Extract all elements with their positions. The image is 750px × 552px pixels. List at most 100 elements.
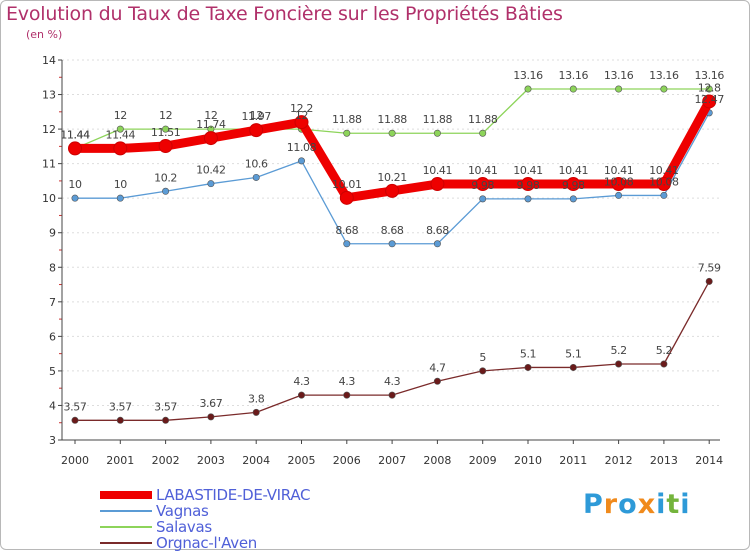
legend-label-salavas: Salavas [156, 518, 212, 536]
x-tick-label-2001: 2001 [106, 454, 134, 467]
y-tick-label-6: 6 [49, 330, 56, 343]
y-tick-label-12: 12 [42, 123, 56, 136]
series-point-orgnac-l-aven-2011 [569, 363, 577, 371]
proxiti-logo: Proxiti [583, 489, 691, 520]
series-point-vagnas-2012 [615, 191, 623, 199]
series-point-vagnas-2008 [433, 240, 441, 248]
series-point-labastide-de-virac-2001 [113, 141, 128, 156]
data-label-orgnac-l-aven-2014: 7.59 [698, 261, 721, 274]
legend-swatch-vagnas [100, 510, 152, 512]
data-label-salavas-2009: 11.88 [468, 113, 498, 126]
data-label-labastide-de-virac-2000: 11.44 [60, 128, 90, 141]
x-tick-label-2008: 2008 [423, 454, 451, 467]
series-point-salavas-2006 [343, 129, 351, 137]
x-tick-label-2010: 2010 [514, 454, 542, 467]
series-point-labastide-de-virac-2006 [339, 190, 354, 205]
data-label-salavas-2005: 12 [295, 109, 308, 122]
data-label-labastide-de-virac-2012: 10.41 [604, 164, 634, 177]
data-label-vagnas-2006: 8.68 [335, 224, 358, 237]
data-label-labastide-de-virac-2009: 10.41 [468, 164, 498, 177]
data-label-labastide-de-virac-2001: 11.44 [106, 128, 136, 141]
data-label-vagnas-2011: 9.98 [562, 179, 585, 192]
data-label-vagnas-2013: 10.08 [649, 175, 679, 188]
legend-swatch-orgnac [100, 542, 152, 544]
series-point-orgnac-l-aven-2014 [705, 277, 713, 285]
series-point-labastide-de-virac-2004 [249, 123, 264, 138]
data-label-orgnac-l-aven-2012: 5.2 [610, 344, 626, 357]
data-label-labastide-de-virac-2005: 12.2 [290, 102, 313, 115]
x-tick-label-2007: 2007 [378, 454, 406, 467]
y-tick-label-5: 5 [49, 365, 56, 378]
series-point-labastide-de-virac-2000 [68, 141, 82, 156]
data-label-labastide-de-virac-2011: 10.41 [559, 164, 589, 177]
x-tick-label-2000: 2000 [61, 454, 89, 467]
series-point-labastide-de-virac-2014 [702, 94, 717, 109]
series-point-salavas-2001 [116, 125, 124, 133]
data-label-salavas-2012: 13.16 [604, 69, 634, 82]
series-point-salavas-2013 [660, 85, 668, 93]
data-label-labastide-de-virac-2013: 10.41 [649, 164, 679, 177]
data-label-vagnas-2005: 11.08 [287, 141, 317, 154]
data-label-vagnas-2001: 10 [114, 178, 128, 191]
series-point-salavas-2009 [479, 129, 487, 137]
data-label-labastide-de-virac-2007: 10.21 [377, 171, 407, 184]
data-label-orgnac-l-aven-2006: 4.3 [339, 375, 356, 388]
data-label-vagnas-2003: 10.42 [196, 164, 226, 177]
data-label-orgnac-l-aven-2003: 3.67 [199, 397, 222, 410]
data-label-orgnac-l-aven-2010: 5.1 [520, 347, 536, 360]
data-label-salavas-2001: 12 [114, 109, 127, 122]
legend-swatch-labastide [100, 491, 152, 499]
series-point-labastide-de-virac-2013 [656, 177, 671, 192]
data-label-layer: 11.44 11.44 11.5111.7411.9712.210.0110.211… [60, 69, 724, 413]
series-point-labastide-de-virac-2002 [158, 139, 173, 154]
data-label-salavas-2006: 11.88 [332, 113, 362, 126]
series-point-orgnac-l-aven-2013 [660, 360, 668, 368]
data-label-orgnac-l-aven-2005: 4.3 [293, 375, 310, 388]
legend-label-vagnas: Vagnas [156, 502, 209, 520]
y-tick-label-9: 9 [49, 227, 56, 240]
axis-layer: 3 4 5 6 7 8 9 10 11 12 13 14 2000 2001 2002 2003 2004 200… [42, 54, 723, 467]
x-tick-label-2006: 2006 [333, 454, 361, 467]
series-point-orgnac-l-aven-2010 [524, 363, 532, 371]
data-label-labastide-de-virac-2010: 10.41 [513, 164, 543, 177]
data-label-labastide-de-virac-2003: 11.74 [196, 118, 226, 131]
data-label-orgnac-l-aven-2008: 4.7 [429, 361, 446, 374]
series-point-vagnas-2007 [388, 240, 396, 248]
series-point-vagnas-2013 [660, 191, 668, 199]
series-point-labastide-de-virac-2007 [385, 183, 400, 198]
data-label-orgnac-l-aven-2007: 4.3 [384, 375, 401, 388]
series-point-vagnas-2011 [569, 195, 577, 203]
series-point-vagnas-2002 [162, 187, 170, 195]
series-point-salavas-2007 [388, 129, 396, 137]
series-point-salavas-2002 [162, 125, 170, 133]
series-point-labastide-de-virac-2003 [203, 131, 218, 146]
data-label-vagnas-2010: 9.98 [517, 179, 540, 192]
series-point-salavas-2011 [569, 85, 577, 93]
data-label-labastide-de-virac-2014: 12.8 [698, 81, 721, 94]
series-point-vagnas-2005 [297, 157, 305, 165]
data-label-salavas-2013: 13.16 [649, 69, 679, 82]
data-label-orgnac-l-aven-2004: 3.8 [248, 392, 265, 405]
x-tick-label-2005: 2005 [288, 454, 316, 467]
data-label-salavas-2003: 12 [204, 109, 217, 122]
x-tick-label-2012: 2012 [605, 454, 633, 467]
series-point-vagnas-2009 [479, 195, 487, 203]
series-point-vagnas-2004 [252, 173, 260, 181]
unit-label: (en %) [26, 28, 63, 41]
data-label-salavas-2007: 11.88 [377, 113, 407, 126]
series-point-salavas-2014 [705, 85, 713, 93]
x-tick-label-2004: 2004 [242, 454, 270, 467]
y-tick-label-11: 11 [42, 158, 56, 171]
series-point-orgnac-l-aven-2009 [479, 367, 487, 375]
data-label-vagnas-2004: 10.6 [245, 157, 268, 170]
series-point-orgnac-l-aven-2001 [116, 416, 124, 424]
data-label-salavas-2000: 11.44 [60, 128, 90, 141]
series-point-labastide-de-virac-2009 [475, 177, 490, 192]
legend-label-labastide: LABASTIDE-DE-VIRAC [156, 486, 311, 504]
data-label-vagnas-2012: 10.08 [604, 175, 634, 188]
y-tick-label-13: 13 [42, 89, 56, 102]
data-label-labastide-de-virac-2004: 11.97 [241, 110, 271, 123]
data-label-labastide-de-virac-2002: 11.51 [151, 126, 181, 139]
